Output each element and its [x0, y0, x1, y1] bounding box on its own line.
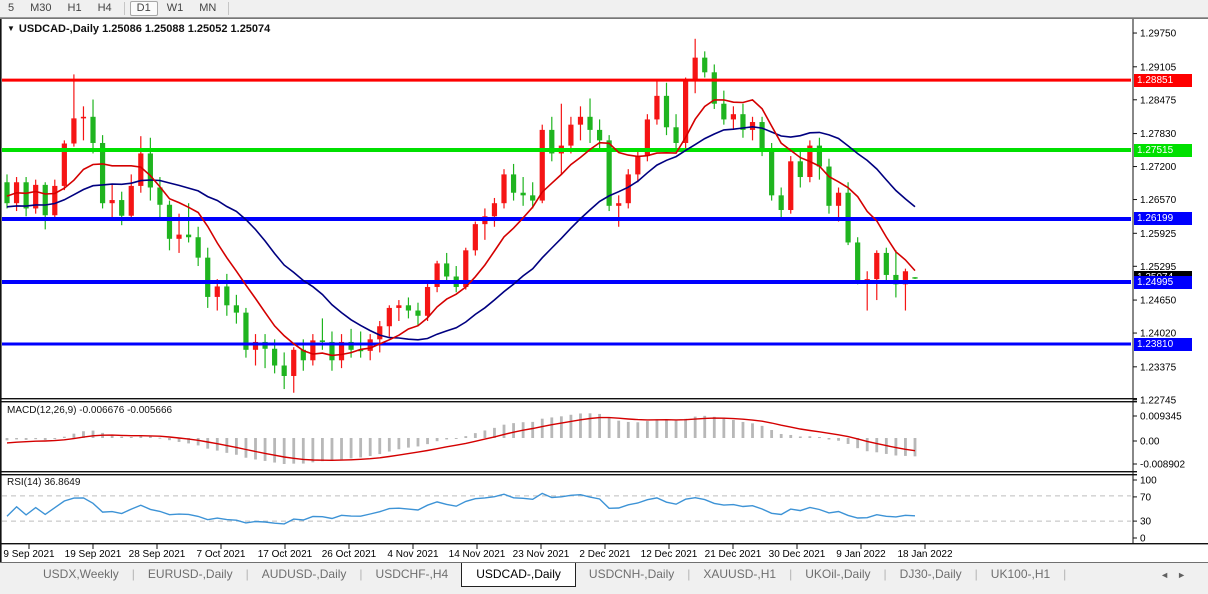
svg-text:1.25925: 1.25925: [1140, 229, 1177, 240]
svg-text:0: 0: [1140, 534, 1146, 545]
svg-text:21 Dec 2021: 21 Dec 2021: [705, 549, 762, 560]
svg-text:1.22745: 1.22745: [1140, 395, 1177, 406]
tab-separator: |: [245, 567, 249, 581]
chart-title: ▼ USDCAD-,Daily 1.25086 1.25088 1.25052 1…: [7, 23, 270, 35]
level-price-tag: 1.23810: [1134, 337, 1192, 351]
svg-text:1.29105: 1.29105: [1140, 62, 1177, 73]
chart-tab-ukoil-daily[interactable]: UKOil-,Daily: [805, 567, 871, 581]
toolbar-separator: [123, 2, 125, 15]
svg-text:1.24650: 1.24650: [1140, 296, 1177, 307]
svg-text:17 Oct 2021: 17 Oct 2021: [258, 549, 313, 560]
rsi-value: 36.8649: [44, 477, 81, 488]
timeframe-button-h4[interactable]: H4: [97, 2, 112, 14]
level-price-tag: 1.27515: [1134, 143, 1192, 157]
svg-text:9 Jan 2022: 9 Jan 2022: [836, 549, 886, 560]
timeframe-toolbar: 5 M30 H1 H4 D1 W1 MN: [0, 0, 1208, 18]
svg-text:-0.008902: -0.008902: [1140, 460, 1185, 471]
tab-separator: |: [789, 567, 793, 581]
symbol-tab-bar: USDX,Weekly | EURUSD-,Daily | AUDUSD-,Daily |…: [0, 562, 1208, 594]
chart-tab-xauusd-h1[interactable]: XAUUSD-,H1: [703, 567, 777, 581]
timeframe-button-m30[interactable]: M30: [30, 2, 52, 14]
chart-tab-usdchf-h4[interactable]: USDCHF-,H4: [375, 567, 449, 581]
chart-quote: 1.25086 1.25088 1.25052 1.25074: [102, 23, 271, 35]
chart-tab-eurusd-daily[interactable]: EURUSD-,Daily: [147, 567, 233, 581]
toolbar-separator: [228, 2, 230, 15]
macd-indicator-label: MACD(12,26,9) -0.006676 -0.005666: [7, 405, 173, 416]
svg-text:1.25295: 1.25295: [1140, 262, 1177, 273]
chart-tab-uk100-h1[interactable]: UK100-,H1: [990, 567, 1051, 581]
svg-text:2 Dec 2021: 2 Dec 2021: [579, 549, 631, 560]
chart-symbol: USDCAD-,Daily: [18, 23, 99, 35]
svg-text:1.23375: 1.23375: [1140, 362, 1177, 373]
chart-tab-usdcnh-daily[interactable]: USDCNH-,Daily: [588, 567, 675, 581]
tab-separator: |: [687, 567, 691, 581]
tab-separator: |: [131, 567, 135, 581]
svg-text:70: 70: [1140, 492, 1152, 503]
svg-text:1.27830: 1.27830: [1140, 129, 1177, 140]
svg-text:30 Dec 2021: 30 Dec 2021: [769, 549, 826, 560]
svg-text:12 Dec 2021: 12 Dec 2021: [641, 549, 698, 560]
svg-text:1.29750: 1.29750: [1140, 29, 1177, 40]
timeframe-button-mn[interactable]: MN: [199, 2, 217, 14]
chart-tab-usdx-weekly[interactable]: USDX,Weekly: [43, 567, 119, 581]
dropdown-arrow-icon[interactable]: ▼: [7, 24, 15, 33]
tab-scroll-arrows[interactable]: ◄►: [1160, 570, 1194, 580]
svg-text:7 Oct 2021: 7 Oct 2021: [197, 549, 246, 560]
svg-text:1.24020: 1.24020: [1140, 329, 1177, 340]
timeframe-button-5[interactable]: 5: [8, 2, 15, 14]
svg-text:9 Sep 2021: 9 Sep 2021: [3, 549, 55, 560]
chart-tab-usdcad-daily[interactable]: USDCAD-,Daily: [461, 563, 576, 587]
timeframe-button-w1[interactable]: W1: [166, 2, 184, 14]
timeframe-button-d1[interactable]: D1: [129, 1, 158, 16]
tab-separator: |: [359, 567, 363, 581]
svg-text:28 Sep 2021: 28 Sep 2021: [129, 549, 186, 560]
svg-text:26 Oct 2021: 26 Oct 2021: [322, 549, 377, 560]
tab-separator: |: [883, 567, 887, 581]
timeframe-button-h1[interactable]: H1: [67, 2, 82, 14]
macd-values: -0.006676 -0.005666: [79, 405, 173, 416]
svg-text:18 Jan 2022: 18 Jan 2022: [897, 549, 952, 560]
level-price-tag: 1.28851: [1134, 73, 1192, 87]
svg-text:4 Nov 2021: 4 Nov 2021: [387, 549, 439, 560]
svg-text:1.28475: 1.28475: [1140, 95, 1177, 106]
level-price-tag: 1.26199: [1134, 212, 1192, 226]
tab-separator: |: [974, 567, 978, 581]
svg-text:1.26570: 1.26570: [1140, 195, 1177, 206]
svg-text:100: 100: [1140, 476, 1157, 487]
rsi-indicator-label: RSI(14) 36.8649: [7, 477, 81, 488]
chart-tab-audusd-daily[interactable]: AUDUSD-,Daily: [261, 567, 347, 581]
svg-text:0.009345: 0.009345: [1140, 412, 1182, 423]
svg-text:1.27200: 1.27200: [1140, 162, 1177, 173]
svg-text:19 Sep 2021: 19 Sep 2021: [65, 549, 122, 560]
svg-text:14 Nov 2021: 14 Nov 2021: [449, 549, 506, 560]
svg-text:30: 30: [1140, 517, 1152, 528]
level-price-tag: 1.24995: [1134, 275, 1192, 289]
svg-text:23 Nov 2021: 23 Nov 2021: [513, 549, 570, 560]
svg-text:0.00: 0.00: [1140, 437, 1160, 448]
chart-tab-dj30-daily[interactable]: DJ30-,Daily: [899, 567, 962, 581]
